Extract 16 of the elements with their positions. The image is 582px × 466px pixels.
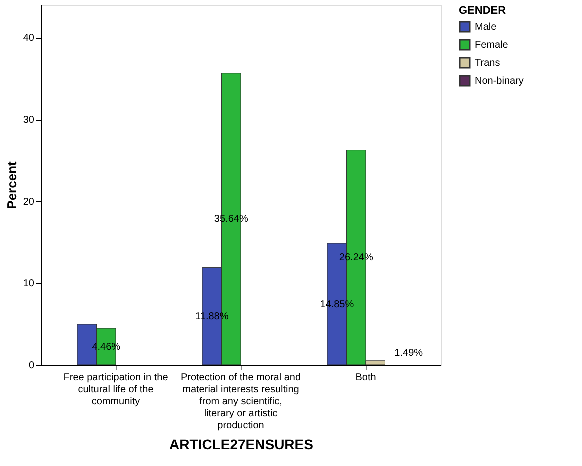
y-tick-label: 40 (23, 33, 35, 44)
x-axis-title: ARTICLE27ENSURES (170, 436, 314, 452)
y-tick-label: 10 (23, 278, 35, 290)
legend-label: Male (475, 22, 498, 33)
x-tick-label: Both (356, 372, 376, 384)
y-axis-title: Percent (4, 160, 20, 210)
y-tick-label: 0 (28, 360, 35, 372)
y-tick-label: 30 (23, 115, 35, 126)
annotation: 1.49% (394, 348, 424, 359)
y-tick-label: 20 (23, 196, 35, 208)
legend-label: Non-binary (475, 76, 524, 87)
legend-label: Female (475, 40, 509, 51)
legend-label: Trans (475, 58, 500, 69)
x-tick-label: Protection of the moral and material interests resulting from any scientific, literary or artistic production (180, 372, 302, 432)
legend-title: GENDER (459, 5, 506, 17)
x-tick-label: Free participation in the cultural life of the community (64, 372, 169, 408)
